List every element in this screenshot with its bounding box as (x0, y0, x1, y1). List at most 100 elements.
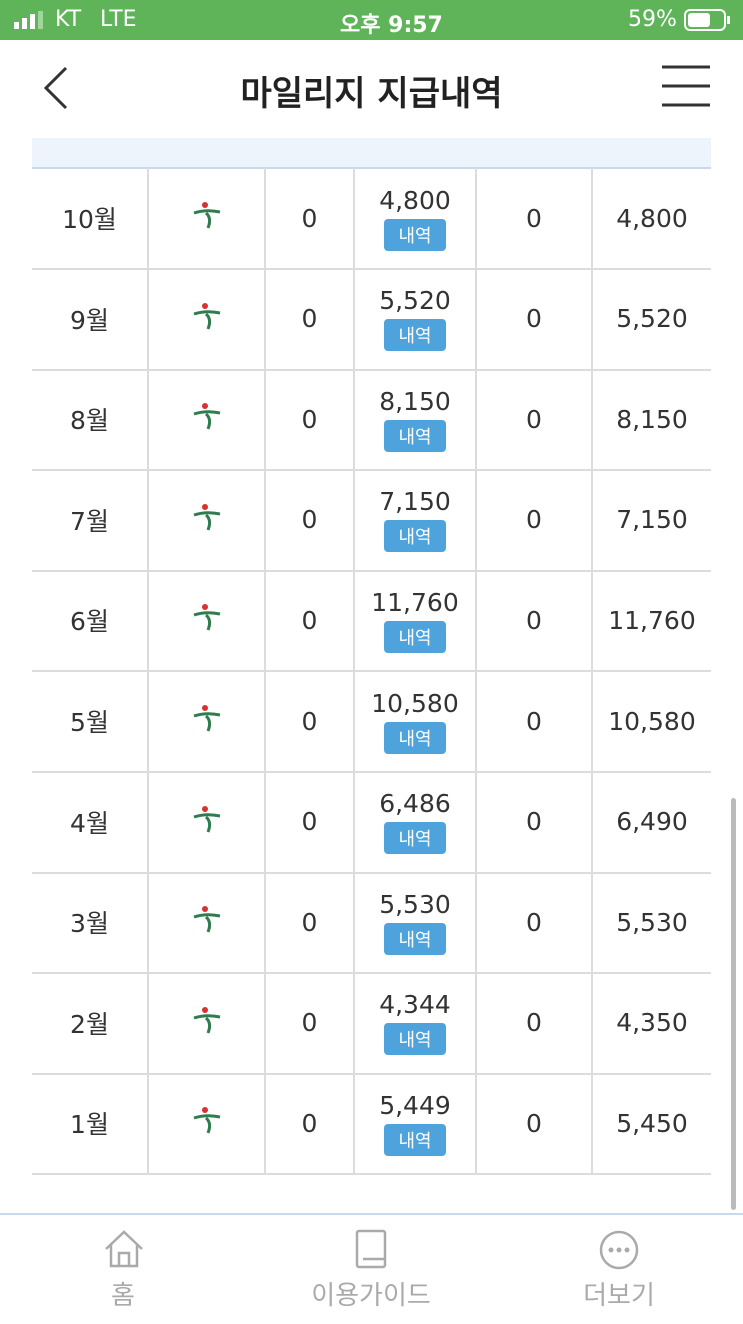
detail-button[interactable]: 내역 (384, 822, 446, 855)
table-cell (147, 469, 264, 570)
table-cell: 7,150 내역 (353, 469, 475, 570)
title: 마일리지 지급내역 (240, 74, 503, 114)
table-cell: 0 (264, 570, 353, 671)
table-row: 5월 0 10,580 내역 0 10,580 (32, 671, 711, 773)
value: 0 (526, 907, 542, 937)
table-cell: 4,350 (591, 972, 711, 1073)
value: 4,344 (379, 990, 451, 1020)
table-row: 7월 0 7,150 내역 0 7,150 (32, 469, 711, 572)
value: 0 (526, 1008, 542, 1038)
detail-button[interactable]: 내역 (384, 419, 446, 452)
table-cell: 0 (475, 972, 591, 1073)
total: 6,490 (616, 807, 688, 837)
table-cell: 4,344 내역 (353, 972, 475, 1073)
table-cell: 10월 (32, 168, 147, 268)
table-row: 3월 0 5,530 내역 0 5,530 (32, 872, 711, 975)
value: 5,530 (379, 889, 451, 919)
status-bar: KT LTE 오후 9:57 59% (0, 0, 743, 40)
table-cell: 8월 (32, 369, 147, 469)
value: 0 (301, 304, 318, 334)
month: 4월 (70, 808, 109, 838)
detail-button[interactable]: 내역 (384, 922, 446, 955)
month: 6월 (70, 607, 109, 637)
table-cell: 5,530 (591, 872, 711, 973)
table-row: 1월 0 5,449 내역 0 5,450 (32, 1073, 711, 1176)
table-cell: 0 (264, 1073, 353, 1174)
header: 마일리지 지급내역 (0, 40, 743, 138)
table-row: 6월 0 11,760 내역 0 11,760 (32, 570, 711, 673)
table-cell: 8,150 (591, 369, 711, 470)
table-cell: 0 (475, 1073, 591, 1174)
table-cell: 0 (475, 168, 591, 268)
table-cell (147, 872, 264, 973)
table-cell: 0 (475, 268, 591, 369)
logo-icon (192, 703, 222, 739)
nav-item[interactable]: 홈 (111, 1281, 135, 1311)
table-cell: 11,760 (591, 570, 711, 671)
logo-icon (192, 502, 222, 538)
time: 오후 9:57 (340, 13, 443, 38)
total: 4,800 (616, 203, 688, 233)
value: 0 (301, 1108, 318, 1138)
table-cell (147, 570, 264, 671)
value: 5,449 (379, 1090, 451, 1120)
value: 7,150 (379, 487, 451, 517)
logo-icon (192, 602, 222, 638)
total: 5,450 (616, 1108, 688, 1138)
detail-button[interactable]: 내역 (384, 319, 446, 352)
nav-item[interactable]: 이용가이드 (311, 1281, 431, 1311)
table-cell: 0 (264, 671, 353, 771)
total: 4,350 (616, 1008, 688, 1038)
guide-icon (355, 1229, 387, 1269)
table-cell: 6,486 내역 (353, 771, 475, 872)
table-row: 4월 0 6,486 내역 0 6,490 (32, 771, 711, 874)
table-cell: 9월 (32, 269, 147, 369)
month: 8월 (70, 406, 109, 436)
detail-button[interactable]: 내역 (384, 218, 446, 251)
total: 5,520 (616, 304, 688, 334)
table-cell: 0 (264, 972, 353, 1073)
value: 0 (526, 404, 542, 434)
value: 4,800 (379, 185, 451, 215)
table-cell: 5,449 내역 (353, 1073, 475, 1174)
total: 7,150 (616, 505, 688, 535)
value: 5,520 (379, 286, 451, 316)
nav-item[interactable]: 더보기 (583, 1281, 655, 1311)
table-cell: 0 (475, 570, 591, 671)
total: 10,580 (608, 706, 696, 736)
detail-button[interactable]: 내역 (384, 1123, 446, 1156)
table-cell (147, 972, 264, 1073)
month: 9월 (70, 305, 109, 335)
total: 11,760 (608, 605, 696, 635)
logo-icon (192, 401, 222, 437)
month: 7월 (70, 506, 109, 536)
table-cell (147, 268, 264, 369)
value: 0 (301, 907, 318, 937)
table-cell: 0 (264, 469, 353, 570)
table-cell: 0 (475, 469, 591, 570)
detail-button[interactable]: 내역 (384, 721, 446, 754)
table-cell: 0 (264, 771, 353, 872)
table-row: 2월 0 4,344 내역 0 4,350 (32, 972, 711, 1075)
table-header (32, 138, 711, 169)
table-cell: 7월 (32, 470, 147, 570)
menu-button[interactable] (662, 64, 712, 108)
total: 8,150 (616, 404, 688, 434)
value: 10,580 (371, 688, 459, 718)
detail-button[interactable]: 내역 (384, 1023, 446, 1056)
value: 0 (526, 807, 542, 837)
table-row: 9월 0 5,520 내역 0 5,520 (32, 268, 711, 371)
value: 0 (526, 203, 542, 233)
back-button[interactable] (40, 66, 70, 112)
table-cell: 0 (475, 369, 591, 470)
table-cell: 5,450 (591, 1073, 711, 1174)
value: 0 (526, 1108, 542, 1138)
detail-button[interactable]: 내역 (384, 620, 446, 653)
month: 1월 (70, 1110, 109, 1140)
detail-button[interactable]: 내역 (384, 520, 446, 553)
battery-icon (684, 9, 730, 31)
table-cell: 0 (264, 369, 353, 470)
table-cell (147, 168, 264, 268)
value: 8,150 (379, 386, 451, 416)
